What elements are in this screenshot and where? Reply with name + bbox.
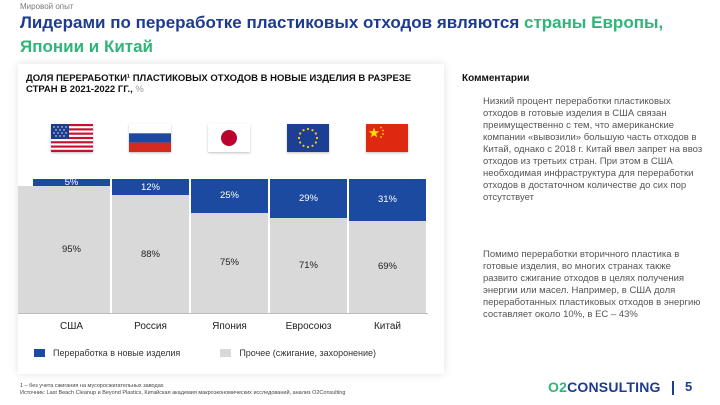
bar-segment-recycled: 29% [270,179,347,218]
bar-segment-other: 75% [191,212,268,313]
category-label: Китай [373,321,402,332]
chart-title-text: ДОЛЯ ПЕРЕРАБОТКИ¹ ПЛАСТИКОВЫХ ОТХОДОВ В … [26,73,412,95]
chart-legend: Переработка в новые изделия Прочее (сжиг… [34,348,416,358]
chart-baseline [18,313,428,314]
company-logo: O2CONSULTING [548,379,661,395]
japan-flag-icon [208,124,250,152]
category-label: США [59,321,84,332]
section-label: Мировой опыт [20,2,74,11]
legend-item-recycled: Переработка в новые изделия [34,348,180,358]
bar-segment-other: 71% [270,217,347,313]
comment-paragraph-1: Низкий процент переработки пластиковых о… [483,96,703,203]
legend-item-other: Прочее (сжигание, захоронение) [220,348,376,358]
bar-segment-other: 95% [18,185,110,313]
title-highlight: страны Европы, Японии и Китай [20,13,664,56]
usa-flag-icon [51,124,93,152]
data-label: 71% [298,259,318,271]
bar-1: 12% 88% [112,179,189,313]
category-label: Россия [134,321,167,332]
eu-flag-icon [287,124,329,152]
page-number: 5 [685,379,693,394]
logo-name: CONSULTING [567,379,661,395]
bar-0: 5% 95% [18,176,110,313]
legend-swatch-other [220,349,232,357]
data-label: 31% [377,194,397,206]
page-title: Лидерами по переработке пластиковых отхо… [20,11,700,59]
legend-swatch-recycled [34,349,45,357]
legend-label-other: Прочее (сжигание, захоронение) [239,348,377,358]
bar-2: 25% 75% [191,179,268,313]
bar-segment-recycled: 31% [349,179,426,221]
bar-segment-recycled: 5% [33,176,110,188]
logo-prefix: O2 [548,379,568,395]
bar-segment-other: 88% [112,195,189,313]
data-label: 69% [377,261,397,273]
chart-title: ДОЛЯ ПЕРЕРАБОТКИ¹ ПЛАСТИКОВЫХ ОТХОДОВ В … [26,73,436,95]
legend-label-recycled: Переработка в новые изделия [53,348,181,358]
data-label: 29% [298,192,318,204]
footnote-source: Источник: Last Beach Cleanup и Beyond Pl… [20,390,346,396]
bar-segment-other: 69% [349,220,426,313]
data-label: 88% [140,248,160,260]
comment-paragraph-2: Помимо переработки вторичного пластика в… [483,249,701,320]
data-label: 12% [140,181,160,193]
footnote: 1 – без учета сжигания на мусоросжигател… [20,383,345,397]
data-label: 75% [219,257,239,269]
data-label: 5% [64,176,79,188]
page-number-divider [672,381,674,395]
category-label: Япония [212,321,247,332]
bar-3: 29% 71% [270,179,347,313]
data-label: 95% [61,243,81,255]
bar-segment-recycled: 12% [112,179,189,196]
category-label: Евросоюз [285,321,332,332]
russia-flag-icon [129,124,171,152]
data-label: 25% [219,190,239,202]
footnote-line-1: 1 – без учета сжигания на мусоросжигател… [20,383,164,389]
china-flag-icon [366,124,408,152]
chart-title-unit: % [135,84,144,95]
bar-segment-recycled: 25% [191,179,268,213]
bar-4: 31% 69% [349,179,426,313]
comments-title: Комментарии [462,73,530,84]
title-main: Лидерами по переработке пластиковых отхо… [20,13,525,32]
